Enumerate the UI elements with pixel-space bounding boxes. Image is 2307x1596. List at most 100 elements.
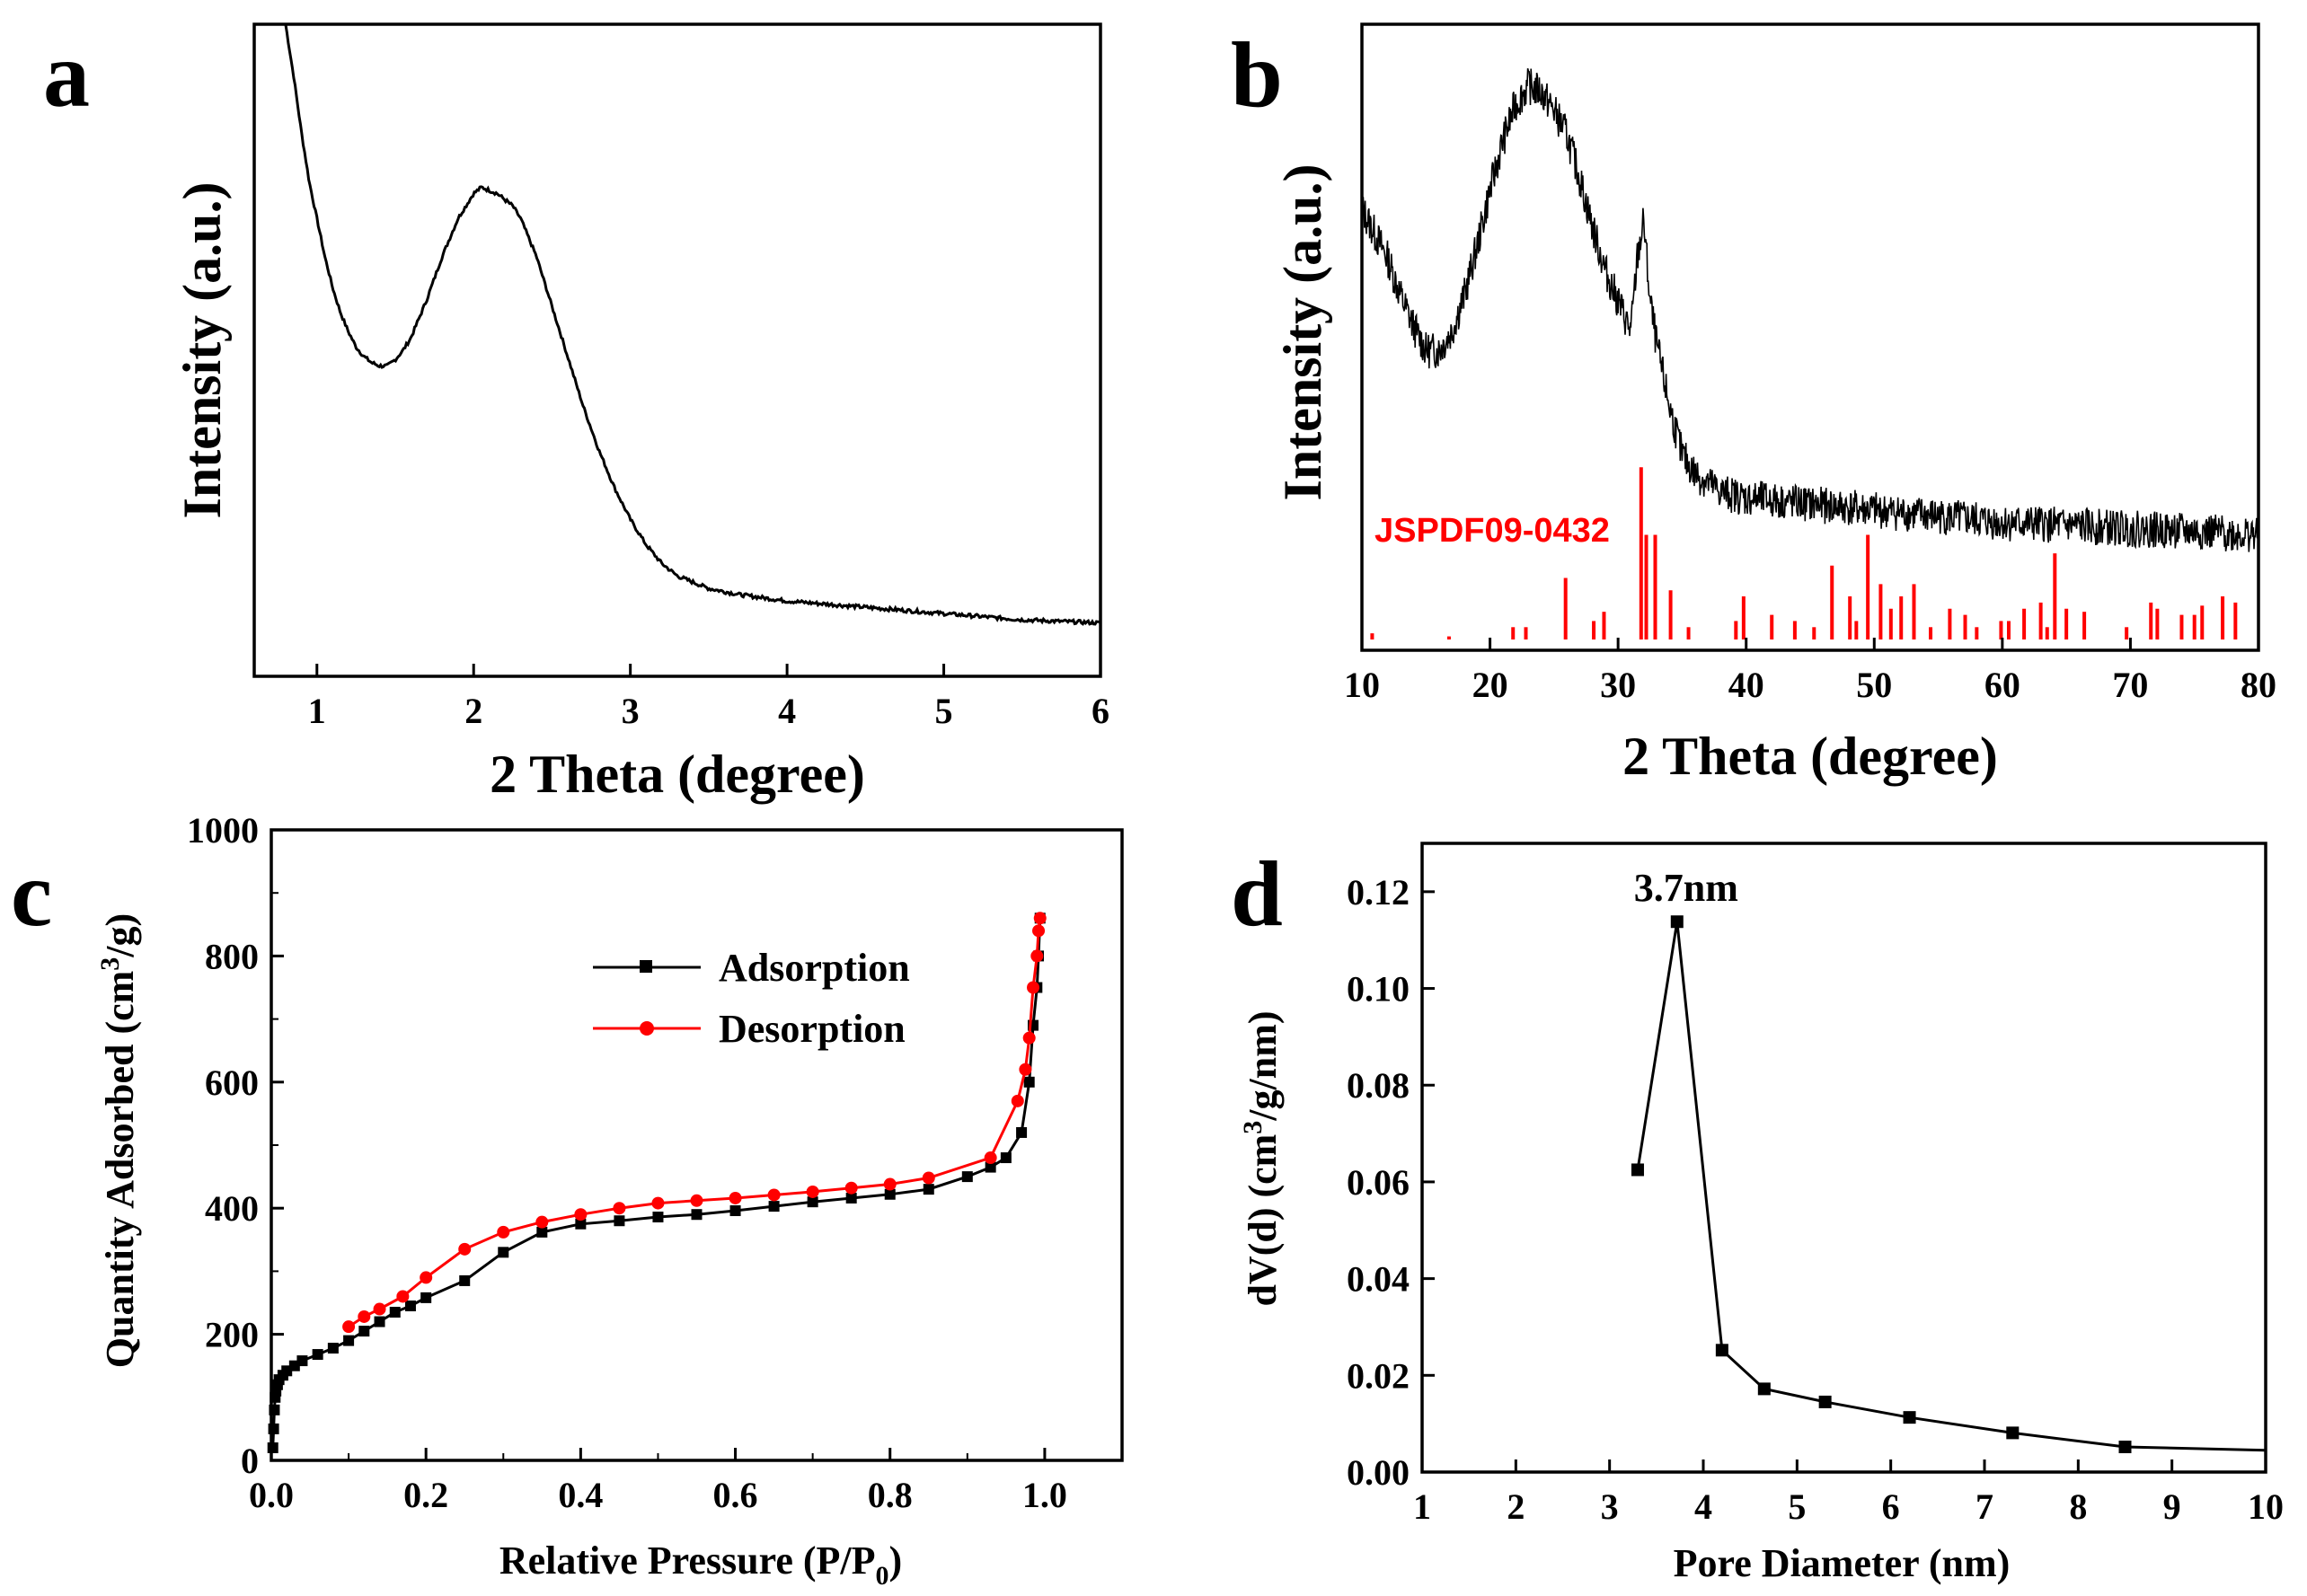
panel-d-x-tick-label: 4 (1694, 1486, 1712, 1527)
panel-d-y-tick-label: 0.04 (1347, 1259, 1410, 1300)
panel-c-adsorption-point (1000, 1152, 1012, 1164)
panel-c-desorption-point (574, 1208, 588, 1221)
panel-b-x-tick-label: 50 (1856, 665, 1892, 705)
panel-c-adsorption-point (459, 1274, 471, 1286)
panel-b-label: b (1231, 23, 1283, 127)
panel-c: c 0.0 0.2 0.4 0.6 0.8 1.0 0 200 400 600 800 1000 Ad… (11, 810, 1124, 1591)
panel-c-label: c (11, 842, 52, 946)
panel-a-x-axis-title: 2 Theta (degree) (490, 745, 865, 804)
panel-c-desorption-point (1019, 1063, 1032, 1076)
panel-c-desorption-point (984, 1151, 997, 1165)
panel-c-desorption-point (844, 1181, 858, 1195)
panel-c-frame (270, 828, 1124, 1462)
panel-a-label: a (43, 23, 90, 127)
panel-c-y-axis-title-end: /g) (98, 913, 142, 958)
panel-d-point (2118, 1441, 2132, 1453)
panel-d-y-axis-title-sup: 3 (1238, 1121, 1268, 1134)
panel-c-adsorption-point (374, 1316, 385, 1327)
panel-c-x-axis-title-sub: 0 (876, 1561, 889, 1591)
panel-d-series-line (1636, 921, 2267, 1452)
panel-c-legend: Adsorption Desorption (593, 946, 910, 1051)
panel-c-desorption-point (690, 1194, 703, 1207)
panel-c-desorption-point (613, 1202, 626, 1215)
panel-c-adsorption-point (845, 1192, 857, 1204)
panel-c-y-tick-label: 200 (205, 1315, 259, 1355)
panel-a-frame (252, 22, 1102, 678)
panel-c-desorption-point (1033, 912, 1047, 925)
panel-c-y-axis-title: Quantity Adsorbed (cm3/g) (95, 913, 142, 1368)
legend-adsorption-marker (640, 960, 652, 973)
panel-d-y-tick-label: 0.06 (1347, 1162, 1410, 1203)
panel-d-x-tick-label: 1 (1413, 1486, 1431, 1527)
panel-d-series (1631, 915, 2267, 1453)
panel-c-desorption-point (342, 1320, 356, 1334)
panel-c-adsorption-point (691, 1209, 703, 1221)
panel-c-desorption-point (535, 1215, 549, 1229)
panel-a-x-tick-label: 6 (1092, 691, 1109, 731)
panel-b: b 10 20 30 40 50 60 70 80 JSPDF09-0432 2 Theta … (1231, 22, 2276, 786)
panel-d-y-tick-label: 0.12 (1347, 872, 1410, 913)
panel-d-x-tick-label: 6 (1882, 1486, 1900, 1527)
panel-d-y-axis-title: dV(d) (cm3/g/nm) (1238, 1010, 1285, 1306)
panel-b-x-tick-label: 80 (2241, 665, 2276, 705)
panel-b-y-axis-title: Intensity (a.u.) (1273, 163, 1332, 500)
panel-c-desorption-point (1022, 1031, 1036, 1045)
panel-c-desorption-point (1011, 1094, 1024, 1107)
panel-c-desorption-point (1026, 981, 1039, 994)
panel-c-adsorption-point (269, 1404, 280, 1415)
panel-c-y-tick-label: 0 (241, 1441, 259, 1481)
panel-a-x-tick-label: 4 (778, 691, 796, 731)
panel-c-adsorption-point (498, 1247, 509, 1258)
panel-c-x-axis-title-end: ) (889, 1539, 903, 1583)
panel-c-adsorption-point (389, 1307, 401, 1318)
panel-c-desorption-point (883, 1177, 897, 1191)
panel-d-frame (1420, 842, 2267, 1474)
panel-d-x-tick-label: 2 (1507, 1486, 1525, 1527)
panel-c-y-axis-title-sup: 3 (95, 957, 125, 971)
panel-d-x-tick-label: 5 (1788, 1486, 1806, 1527)
panel-c-desorption-point (651, 1196, 665, 1210)
panel-b-x-tick-label: 60 (1984, 665, 2020, 705)
panel-b-x-tick-label: 20 (1472, 665, 1508, 705)
panel-a-x-tick-label: 1 (308, 691, 326, 731)
panel-c-adsorption-point (358, 1326, 370, 1337)
panel-a-x-ticks: 1 2 3 4 5 6 (308, 664, 1109, 731)
legend-adsorption-label: Adsorption (719, 946, 910, 990)
panel-b-x-ticks: 10 20 30 40 50 60 70 80 (1344, 638, 2276, 705)
panel-c-adsorption-line (271, 918, 1042, 1449)
panel-c-y-tick-label: 400 (205, 1188, 259, 1229)
panel-d-point (1757, 1382, 1771, 1396)
legend-desorption-label: Desorption (719, 1007, 906, 1051)
panel-c-desorption-point (458, 1242, 472, 1256)
panel-c-y-tick-label: 600 (205, 1063, 259, 1103)
panel-c-adsorption-point (267, 1442, 278, 1453)
panel-d-ticks: 1 2 3 4 5 6 7 8 9 10 0.00 0.02 0.04 0.06 0.08 0.10 0.12 (1347, 872, 2284, 1527)
panel-d-label: d (1231, 842, 1283, 946)
panel-b-series (1361, 68, 2259, 552)
panel-c-adsorption-point (923, 1184, 934, 1195)
panel-b-reference-label: JSPDF09-0432 (1374, 512, 1610, 550)
panel-d-y-tick-label: 0.00 (1347, 1452, 1410, 1493)
legend-desorption-marker (640, 1021, 654, 1036)
panel-c-desorption-point (420, 1271, 433, 1284)
panel-a-x-tick-label: 3 (622, 691, 640, 731)
panel-d-point (1631, 1163, 1644, 1177)
panel-c-desorption-point (922, 1171, 935, 1185)
panel-c-desorption-point (1030, 949, 1044, 963)
panel-c-adsorption-point (312, 1349, 323, 1361)
panel-c-desorption-point (729, 1191, 742, 1204)
panel-a-x-tick-label: 2 (464, 691, 482, 731)
panel-c-adsorption-point (1023, 1076, 1035, 1088)
panel-c-x-axis-title: Relative Pressure (P/P0) (499, 1539, 902, 1591)
panel-c-x-tick-label: 0.0 (249, 1475, 294, 1515)
panel-c-adsorption-point (652, 1212, 664, 1223)
panel-c-x-axis-title-main: Relative Pressure (P/P (499, 1539, 876, 1583)
panel-d-point (2006, 1426, 2020, 1440)
panel-b-series-line (1361, 68, 2259, 552)
panel-c-y-tick-label: 800 (205, 936, 259, 976)
panel-c-ticks: 0.0 0.2 0.4 0.6 0.8 1.0 0 200 400 600 800 1000 (187, 810, 1123, 1515)
panel-c-adsorption-point (985, 1161, 996, 1173)
panel-c-desorption-point (373, 1302, 386, 1316)
panel-b-x-tick-label: 40 (1728, 665, 1764, 705)
